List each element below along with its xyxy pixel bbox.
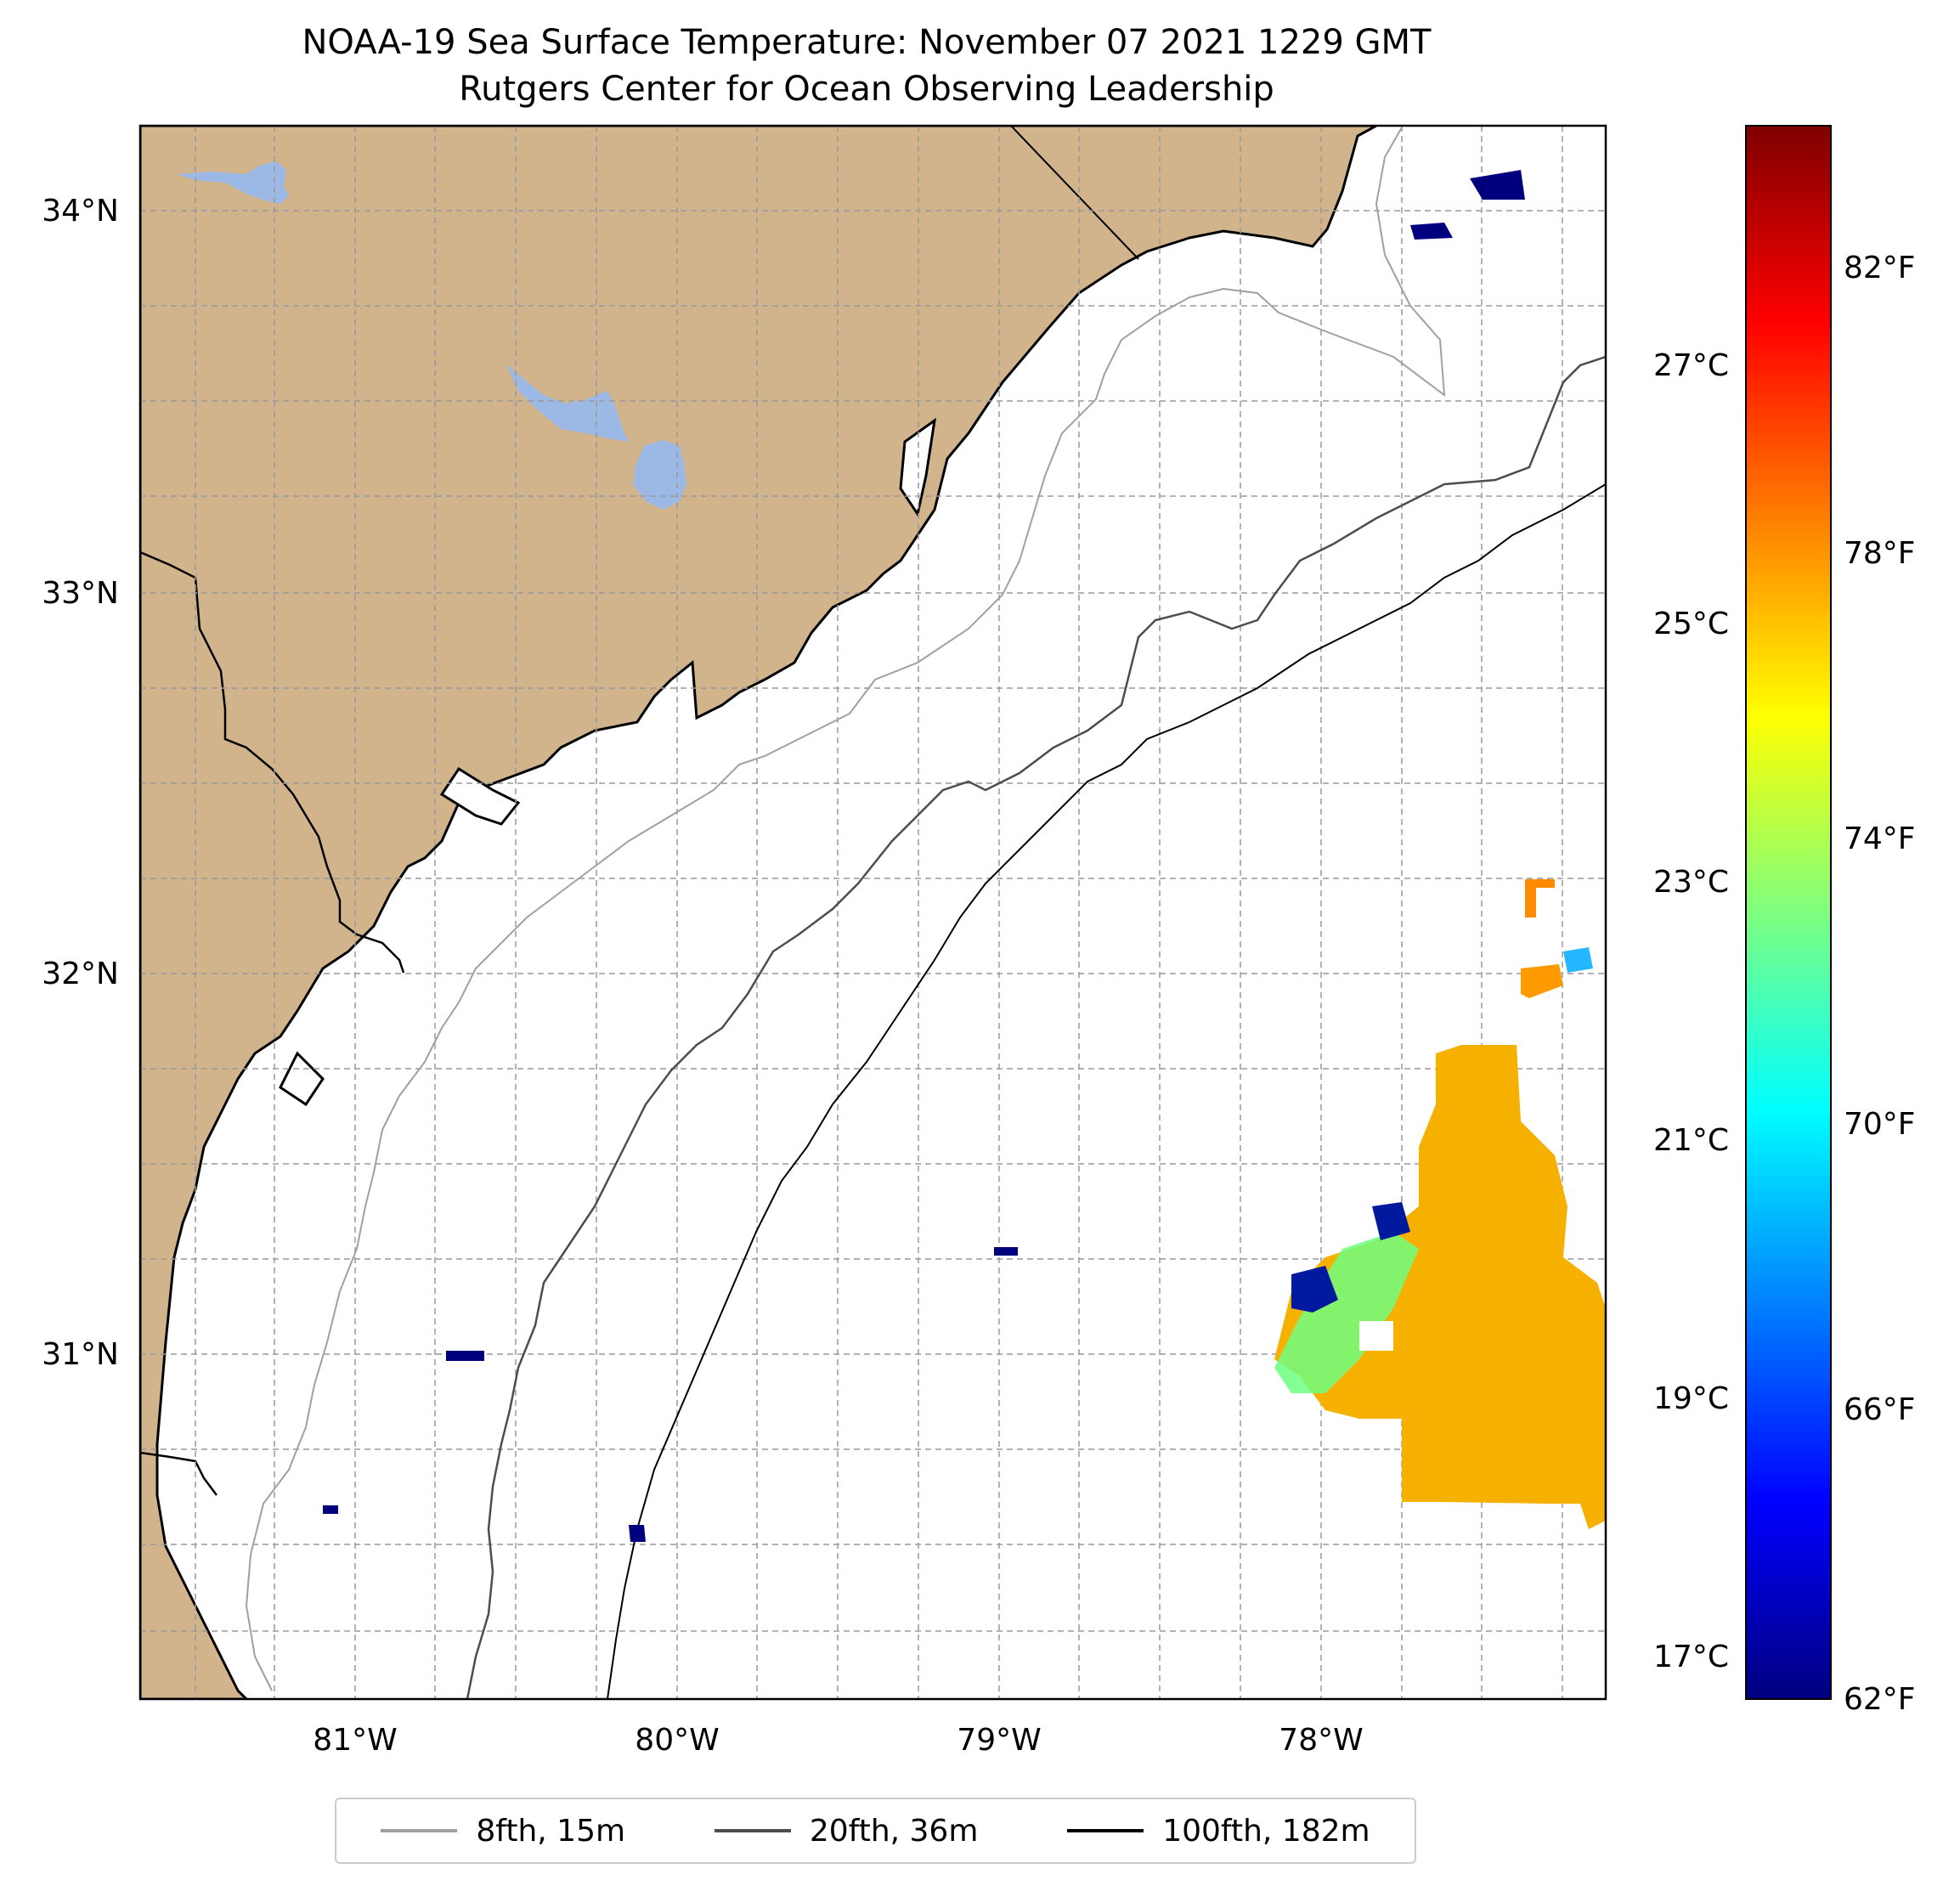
lon-label-81: 81°W [313,1723,397,1758]
legend-line-100fth [1067,1829,1144,1832]
c-label-23: 23°C [1653,865,1729,900]
colorbar-celsius-axis: 27°C 25°C 23°C 21°C 19°C 17°C [1653,348,1729,1674]
sst-gap [1359,1321,1393,1351]
lat-label-31: 31°N [42,1337,119,1372]
legend-item-8fth: 8fth, 15m [381,1814,625,1849]
land-mass [140,126,1377,1699]
lon-label-78: 78°W [1279,1723,1363,1758]
title-line-1: NOAA-19 Sea Surface Temperature: Novembe… [302,23,1432,62]
sst-cold-dot-4 [629,1525,646,1542]
sst-cold-dot-2 [1410,223,1453,240]
c-label-27: 27°C [1653,348,1729,383]
legend-item-100fth: 100fth, 182m [1067,1814,1370,1849]
legend-line-20fth [714,1829,791,1832]
sst-data-patches [323,170,1606,1542]
legend-line-8fth [381,1829,458,1832]
sst-cool-edge [1274,1232,1419,1393]
lon-label-79: 79°W [957,1723,1041,1758]
lat-label-33: 33°N [42,576,119,611]
sst-cold-dot-6 [994,1247,1018,1256]
lon-label-80: 80°W [635,1723,719,1758]
map-panel [140,126,1606,1699]
sst-orange-spot-2 [1521,964,1563,998]
sst-cold-dot-1 [1470,170,1525,200]
lake-3 [633,440,686,510]
sst-orange-spot-1 [1525,879,1555,917]
legend-label-20fth: 20fth, 36m [809,1813,979,1849]
c-label-25: 25°C [1653,607,1729,641]
lat-label-32: 32°N [42,957,119,991]
legend-label-8fth: 8fth, 15m [476,1813,626,1849]
legend-label-100fth: 100fth, 182m [1162,1813,1370,1849]
lake-2 [506,364,629,442]
coastline-inlets [899,417,937,517]
sst-cold-spot-1 [1291,1266,1338,1313]
f-label-62: 62°F [1844,1682,1916,1717]
f-label-70: 70°F [1844,1107,1916,1142]
sst-cold-dot-5 [323,1505,338,1514]
colorbar [1745,125,1832,1700]
isobath-20fth [466,355,1606,1699]
c-label-19: 19°C [1653,1381,1729,1416]
lat-label-34: 34°N [42,194,119,229]
sst-cold-dot-3 [446,1351,484,1361]
isobath-100fth [607,483,1606,1699]
f-label-66: 66°F [1844,1392,1916,1427]
sst-warm-patch [1274,1045,1606,1529]
sst-cold-spot-2 [1372,1202,1410,1240]
c-label-17: 17°C [1653,1640,1729,1674]
colorbar-fahrenheit-axis: 82°F 78°F 74°F 70°F 66°F 62°F [1844,251,1916,1717]
latitude-axis: 34°N 33°N 32°N 31°N [42,194,119,1372]
f-label-82: 82°F [1844,251,1916,285]
lake-1 [177,161,289,204]
map-frame [138,124,1607,1701]
longitude-axis: 81°W 80°W 79°W 78°W [313,1723,1363,1758]
isobath-8fth [245,127,1446,1691]
c-label-21: 21°C [1653,1123,1729,1158]
state-border-2 [1010,126,1139,260]
legend-item-20fth: 20fth, 36m [714,1813,979,1849]
f-label-74: 74°F [1844,821,1916,856]
gridlines [140,126,1606,1699]
f-label-78: 78°F [1844,536,1916,571]
state-border [140,550,405,974]
sst-cyan-spot [1563,947,1593,973]
coastline-inlets-3 [279,1051,325,1107]
title-line-2: Rutgers Center for Ocean Observing Leade… [459,70,1274,109]
isobath-legend: 8fth, 15m 20fth, 36m 100fth, 182m [335,1798,1416,1864]
